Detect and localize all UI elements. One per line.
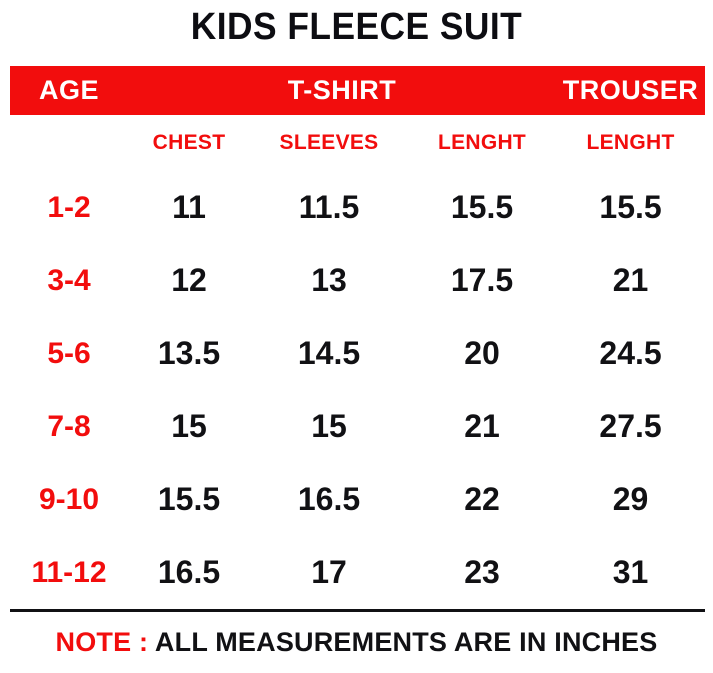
note-label: NOTE : [55,627,149,657]
cell-trouser-length: 31 [556,536,706,612]
cell-trouser-length: 27.5 [556,390,706,463]
cell-trouser-length: 15.5 [556,171,706,244]
group-header-tshirt: T-SHIRT [128,66,557,115]
cell-trouser-length: 21 [556,244,706,317]
group-header-trouser: TROUSER [556,66,706,115]
cell-tshirt-length: 20 [408,317,557,390]
sub-header-tshirt-length: LENGHT [408,115,557,171]
cell-age: 5-6 [10,317,128,390]
cell-age: 11-12 [10,536,128,612]
page-title: KIDS FLEECE SUIT [190,6,523,48]
sub-header-row: CHEST SLEEVES LENGHT LENGHT [10,115,706,171]
cell-tshirt-length: 23 [408,536,557,612]
cell-age: 3-4 [10,244,128,317]
cell-chest: 15.5 [128,463,250,536]
cell-tshirt-length: 15.5 [408,171,557,244]
cell-chest: 15 [128,390,250,463]
cell-chest: 16.5 [128,536,250,612]
sub-header-trouser-length: LENGHT [556,115,706,171]
cell-sleeves: 13 [250,244,408,317]
group-header-row: AGE T-SHIRT TROUSER [10,66,706,115]
cell-sleeves: 17 [250,536,408,612]
table-row: 5-6 13.5 14.5 20 24.5 [10,317,706,390]
cell-sleeves: 15 [250,390,408,463]
cell-age: 1-2 [10,171,128,244]
cell-trouser-length: 24.5 [556,317,706,390]
cell-sleeves: 14.5 [250,317,408,390]
sub-header-sleeves: SLEEVES [250,115,408,171]
cell-tshirt-length: 22 [408,463,557,536]
measurement-note: NOTE : ALL MEASUREMENTS ARE IN INCHES [0,622,713,662]
cell-trouser-length: 29 [556,463,706,536]
sub-header-age-blank [10,115,128,171]
size-chart-table-container: AGE T-SHIRT TROUSER CHEST SLEEVES LENGHT… [10,66,706,612]
size-chart-table: AGE T-SHIRT TROUSER CHEST SLEEVES LENGHT… [10,66,706,612]
table-row: 3-4 12 13 17.5 21 [10,244,706,317]
table-body: 1-2 11 11.5 15.5 15.5 3-4 12 13 17.5 21 … [10,171,706,612]
cell-chest: 13.5 [128,317,250,390]
cell-age: 9-10 [10,463,128,536]
cell-tshirt-length: 17.5 [408,244,557,317]
sub-header-chest: CHEST [128,115,250,171]
cell-tshirt-length: 21 [408,390,557,463]
cell-chest: 12 [128,244,250,317]
table-row: 9-10 15.5 16.5 22 29 [10,463,706,536]
cell-sleeves: 16.5 [250,463,408,536]
table-row: 11-12 16.5 17 23 31 [10,536,706,612]
cell-sleeves: 11.5 [250,171,408,244]
table-header: AGE T-SHIRT TROUSER CHEST SLEEVES LENGHT… [10,66,706,171]
table-row: 7-8 15 15 21 27.5 [10,390,706,463]
note-text: ALL MEASUREMENTS ARE IN INCHES [154,627,658,657]
group-header-age: AGE [10,66,128,115]
table-row: 1-2 11 11.5 15.5 15.5 [10,171,706,244]
cell-age: 7-8 [10,390,128,463]
cell-chest: 11 [128,171,250,244]
